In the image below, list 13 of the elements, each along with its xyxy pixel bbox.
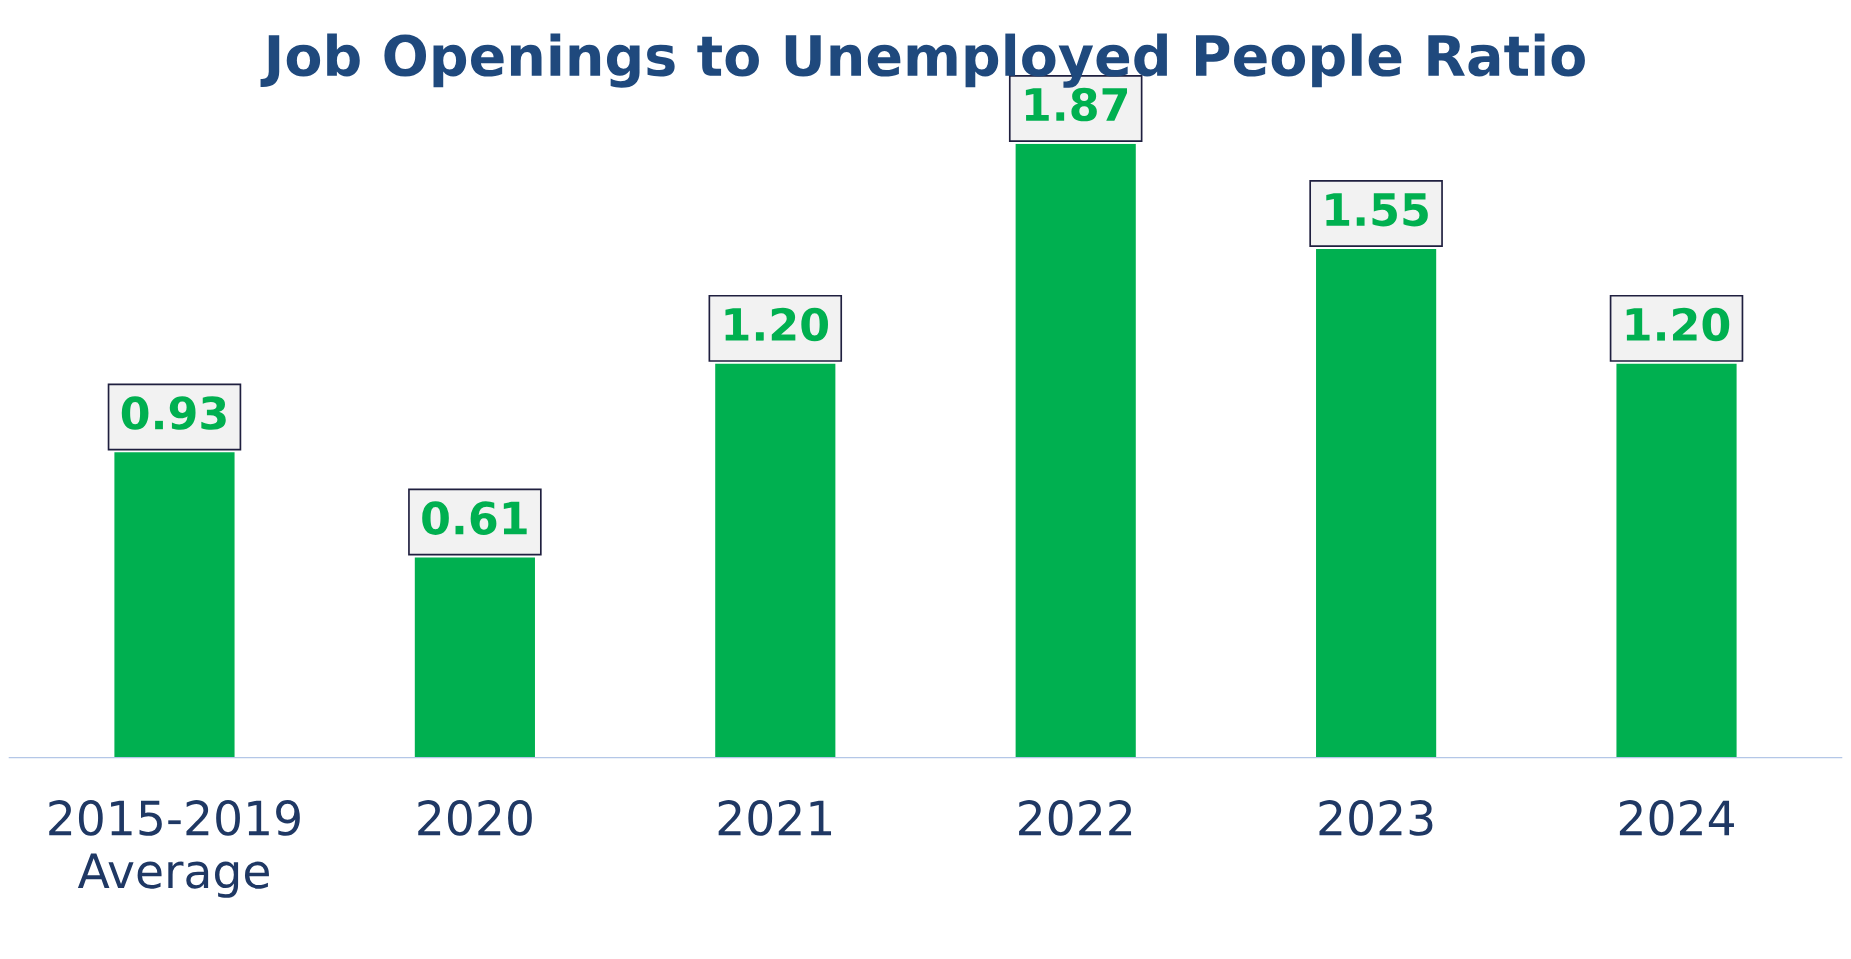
data-label: 1.55 xyxy=(1326,193,1428,227)
x-tick-label: 2021 xyxy=(718,800,832,836)
data-label: 1.20 xyxy=(1626,307,1730,342)
x-tick-label: 2015-2019 Average xyxy=(49,800,300,898)
x-tick-label: 2024 xyxy=(1619,800,1734,836)
data-label: 1.20 xyxy=(725,307,828,342)
x-tick-label: 2022 xyxy=(1019,800,1132,836)
x-tick-label: 2020 xyxy=(418,800,532,836)
data-label: 0.93 xyxy=(121,396,226,430)
data-label: 1.87 xyxy=(1025,87,1127,122)
x-tick-label: 2023 xyxy=(1319,800,1433,836)
chart-title: Job Openings to Unemployed People Ratio xyxy=(260,33,1585,88)
data-label: 0.61 xyxy=(422,501,527,535)
